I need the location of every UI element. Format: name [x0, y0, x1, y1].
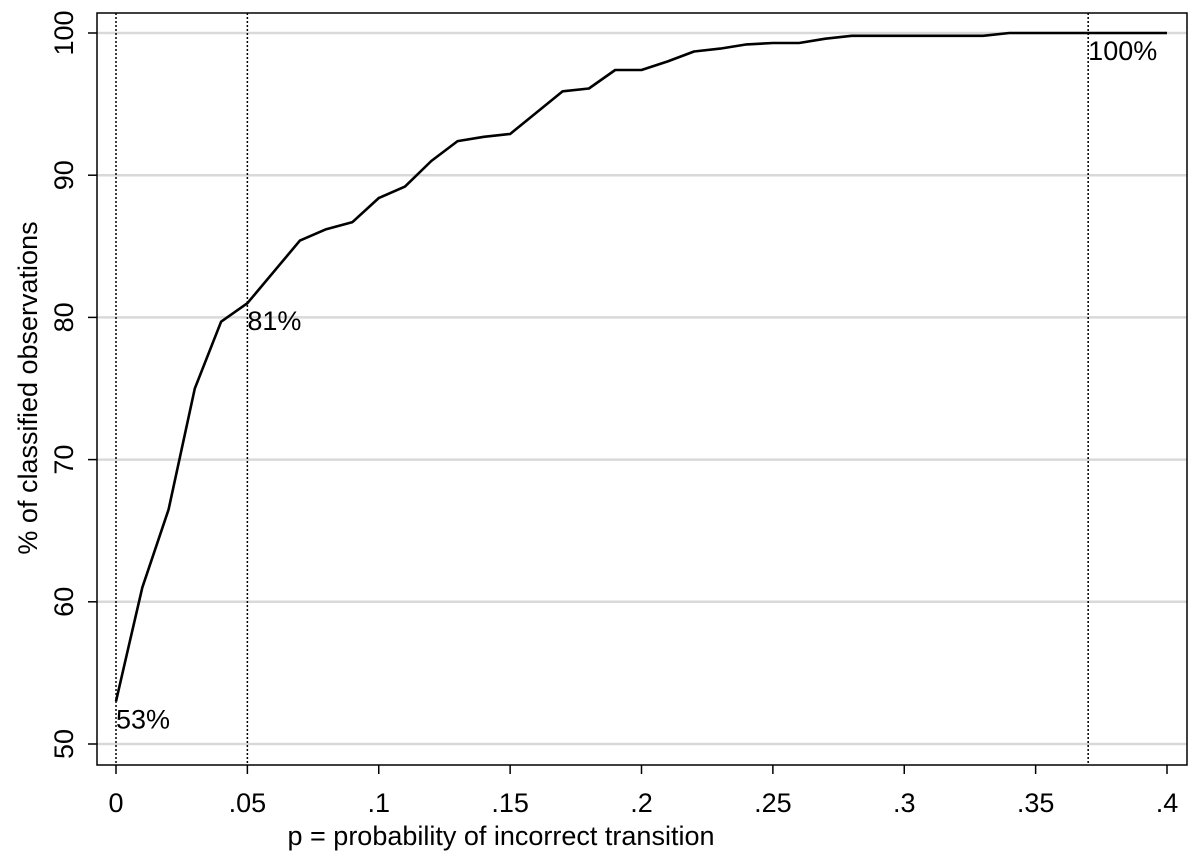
reference-line-label: 53%: [116, 704, 170, 734]
reference-lines: [115, 13, 1089, 765]
reference-line-label: 100%: [1088, 36, 1157, 66]
series-layer: [114, 31, 1167, 702]
x-tick-label: .25: [754, 788, 792, 818]
y-tick-label: 60: [49, 587, 79, 617]
y-tick-label: 50: [49, 729, 79, 759]
y-tick-label: 80: [49, 302, 79, 332]
series-line: [114, 31, 1167, 702]
x-tick-label: .4: [1156, 788, 1179, 818]
y-axis: 50 60 70 80 90 100: [49, 10, 97, 759]
plot-frame: [96, 12, 1188, 766]
x-tick-label: .1: [367, 788, 390, 818]
grid-lines: [97, 31, 1187, 746]
y-tick-label: 90: [49, 160, 79, 190]
x-tick-label: 0: [108, 788, 123, 818]
x-tick-label: .2: [630, 788, 653, 818]
annotations: 53% 81% 100%: [116, 36, 1157, 734]
x-tick-label: .35: [1017, 788, 1055, 818]
x-axis-label: p = probability of incorrect transition: [288, 821, 715, 851]
y-tick-label: 100: [49, 10, 79, 55]
reference-line-label: 81%: [247, 306, 301, 336]
x-tick-label: .3: [893, 788, 916, 818]
x-tick-label: .05: [229, 788, 267, 818]
y-tick-label: 70: [49, 445, 79, 475]
y-axis-label: % of classified observations: [13, 221, 43, 554]
x-tick-label: .15: [491, 788, 529, 818]
x-axis: 0 .05 .1 .15 .2 .25 .3 .35 .4: [108, 765, 1178, 818]
